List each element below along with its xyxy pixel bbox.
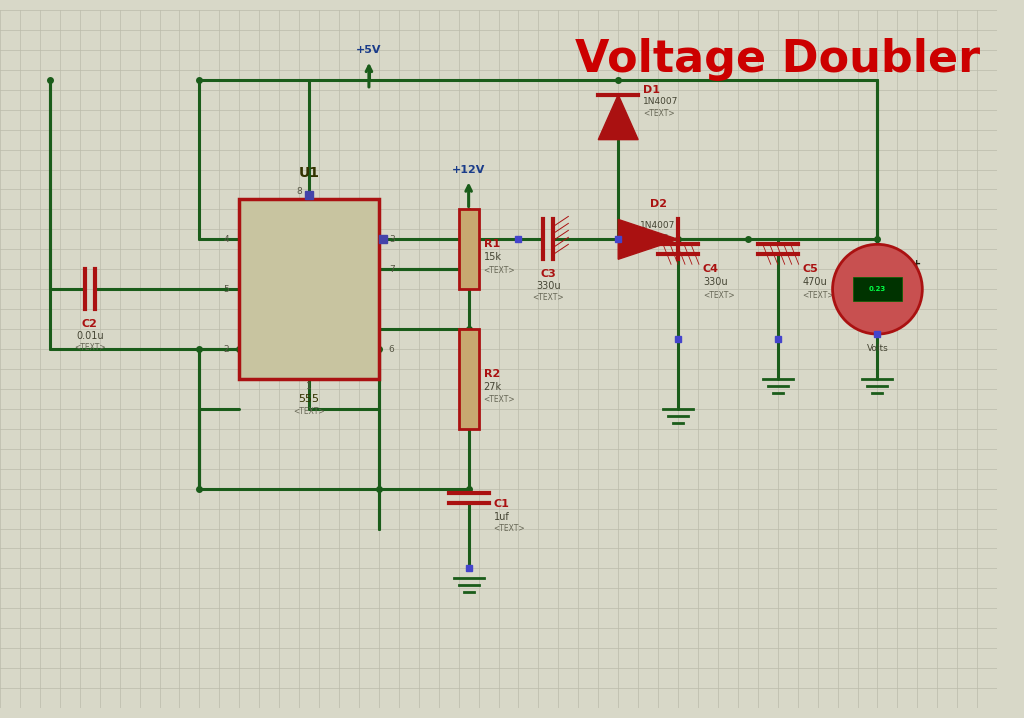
Text: U1: U1 (299, 166, 319, 180)
Text: 0.23: 0.23 (868, 286, 886, 292)
Text: VCC: VCC (300, 215, 318, 224)
Text: R: R (259, 234, 266, 244)
Text: <TEXT>: <TEXT> (643, 109, 675, 118)
Text: 330u: 330u (537, 281, 561, 292)
Text: <TEXT>: <TEXT> (532, 293, 564, 302)
Text: C5: C5 (803, 264, 818, 274)
Text: 6: 6 (389, 345, 394, 353)
Text: Volts: Volts (866, 344, 888, 353)
Text: TH: TH (346, 344, 359, 354)
Text: 7: 7 (389, 265, 394, 274)
Text: C2: C2 (82, 319, 97, 329)
Text: 1N4007: 1N4007 (643, 97, 679, 106)
Text: 1uf: 1uf (494, 511, 509, 521)
Text: C1: C1 (494, 498, 509, 508)
Text: 0.01u: 0.01u (76, 331, 103, 341)
Text: 3: 3 (389, 235, 394, 244)
Text: 27k: 27k (483, 382, 502, 392)
Text: 1: 1 (306, 382, 312, 391)
Bar (853, 277, 902, 301)
Text: <TEXT>: <TEXT> (74, 343, 105, 352)
Polygon shape (598, 95, 638, 139)
Text: R1: R1 (483, 239, 500, 249)
Text: GND: GND (299, 360, 319, 368)
Text: D2: D2 (649, 200, 667, 210)
Text: Voltage Doubler: Voltage Doubler (575, 38, 980, 81)
Text: +: + (912, 259, 922, 269)
Text: 4: 4 (223, 235, 229, 244)
Text: Q: Q (351, 234, 359, 244)
Text: D1: D1 (643, 85, 660, 95)
Bar (459, 329, 478, 429)
Text: 15k: 15k (483, 252, 502, 262)
Text: <TEXT>: <TEXT> (483, 266, 515, 275)
Text: 555: 555 (299, 394, 319, 404)
Text: +12V: +12V (452, 164, 485, 174)
Text: 5: 5 (223, 285, 229, 294)
FancyBboxPatch shape (240, 200, 379, 379)
Text: DC: DC (346, 265, 359, 274)
Text: TR: TR (259, 344, 272, 354)
Text: 470u: 470u (803, 277, 827, 287)
Text: +5V: +5V (356, 45, 382, 55)
Text: 2: 2 (223, 345, 229, 353)
Text: CV: CV (259, 284, 272, 294)
Text: <TEXT>: <TEXT> (803, 291, 835, 299)
Text: 330u: 330u (702, 277, 728, 287)
Bar (459, 210, 478, 289)
Text: R2: R2 (483, 369, 500, 379)
Text: 8: 8 (296, 187, 302, 197)
Text: <TEXT>: <TEXT> (494, 524, 525, 533)
Text: <TEXT>: <TEXT> (702, 291, 734, 299)
Text: <TEXT>: <TEXT> (293, 407, 325, 416)
Bar (379, 236, 387, 243)
Text: 1N4007: 1N4007 (640, 221, 676, 230)
Text: C4: C4 (702, 264, 719, 274)
Circle shape (833, 244, 923, 334)
Bar (305, 192, 313, 200)
Text: <TEXT>: <TEXT> (642, 234, 674, 243)
Text: C3: C3 (541, 269, 556, 279)
Polygon shape (618, 220, 678, 259)
Text: <TEXT>: <TEXT> (483, 396, 515, 404)
